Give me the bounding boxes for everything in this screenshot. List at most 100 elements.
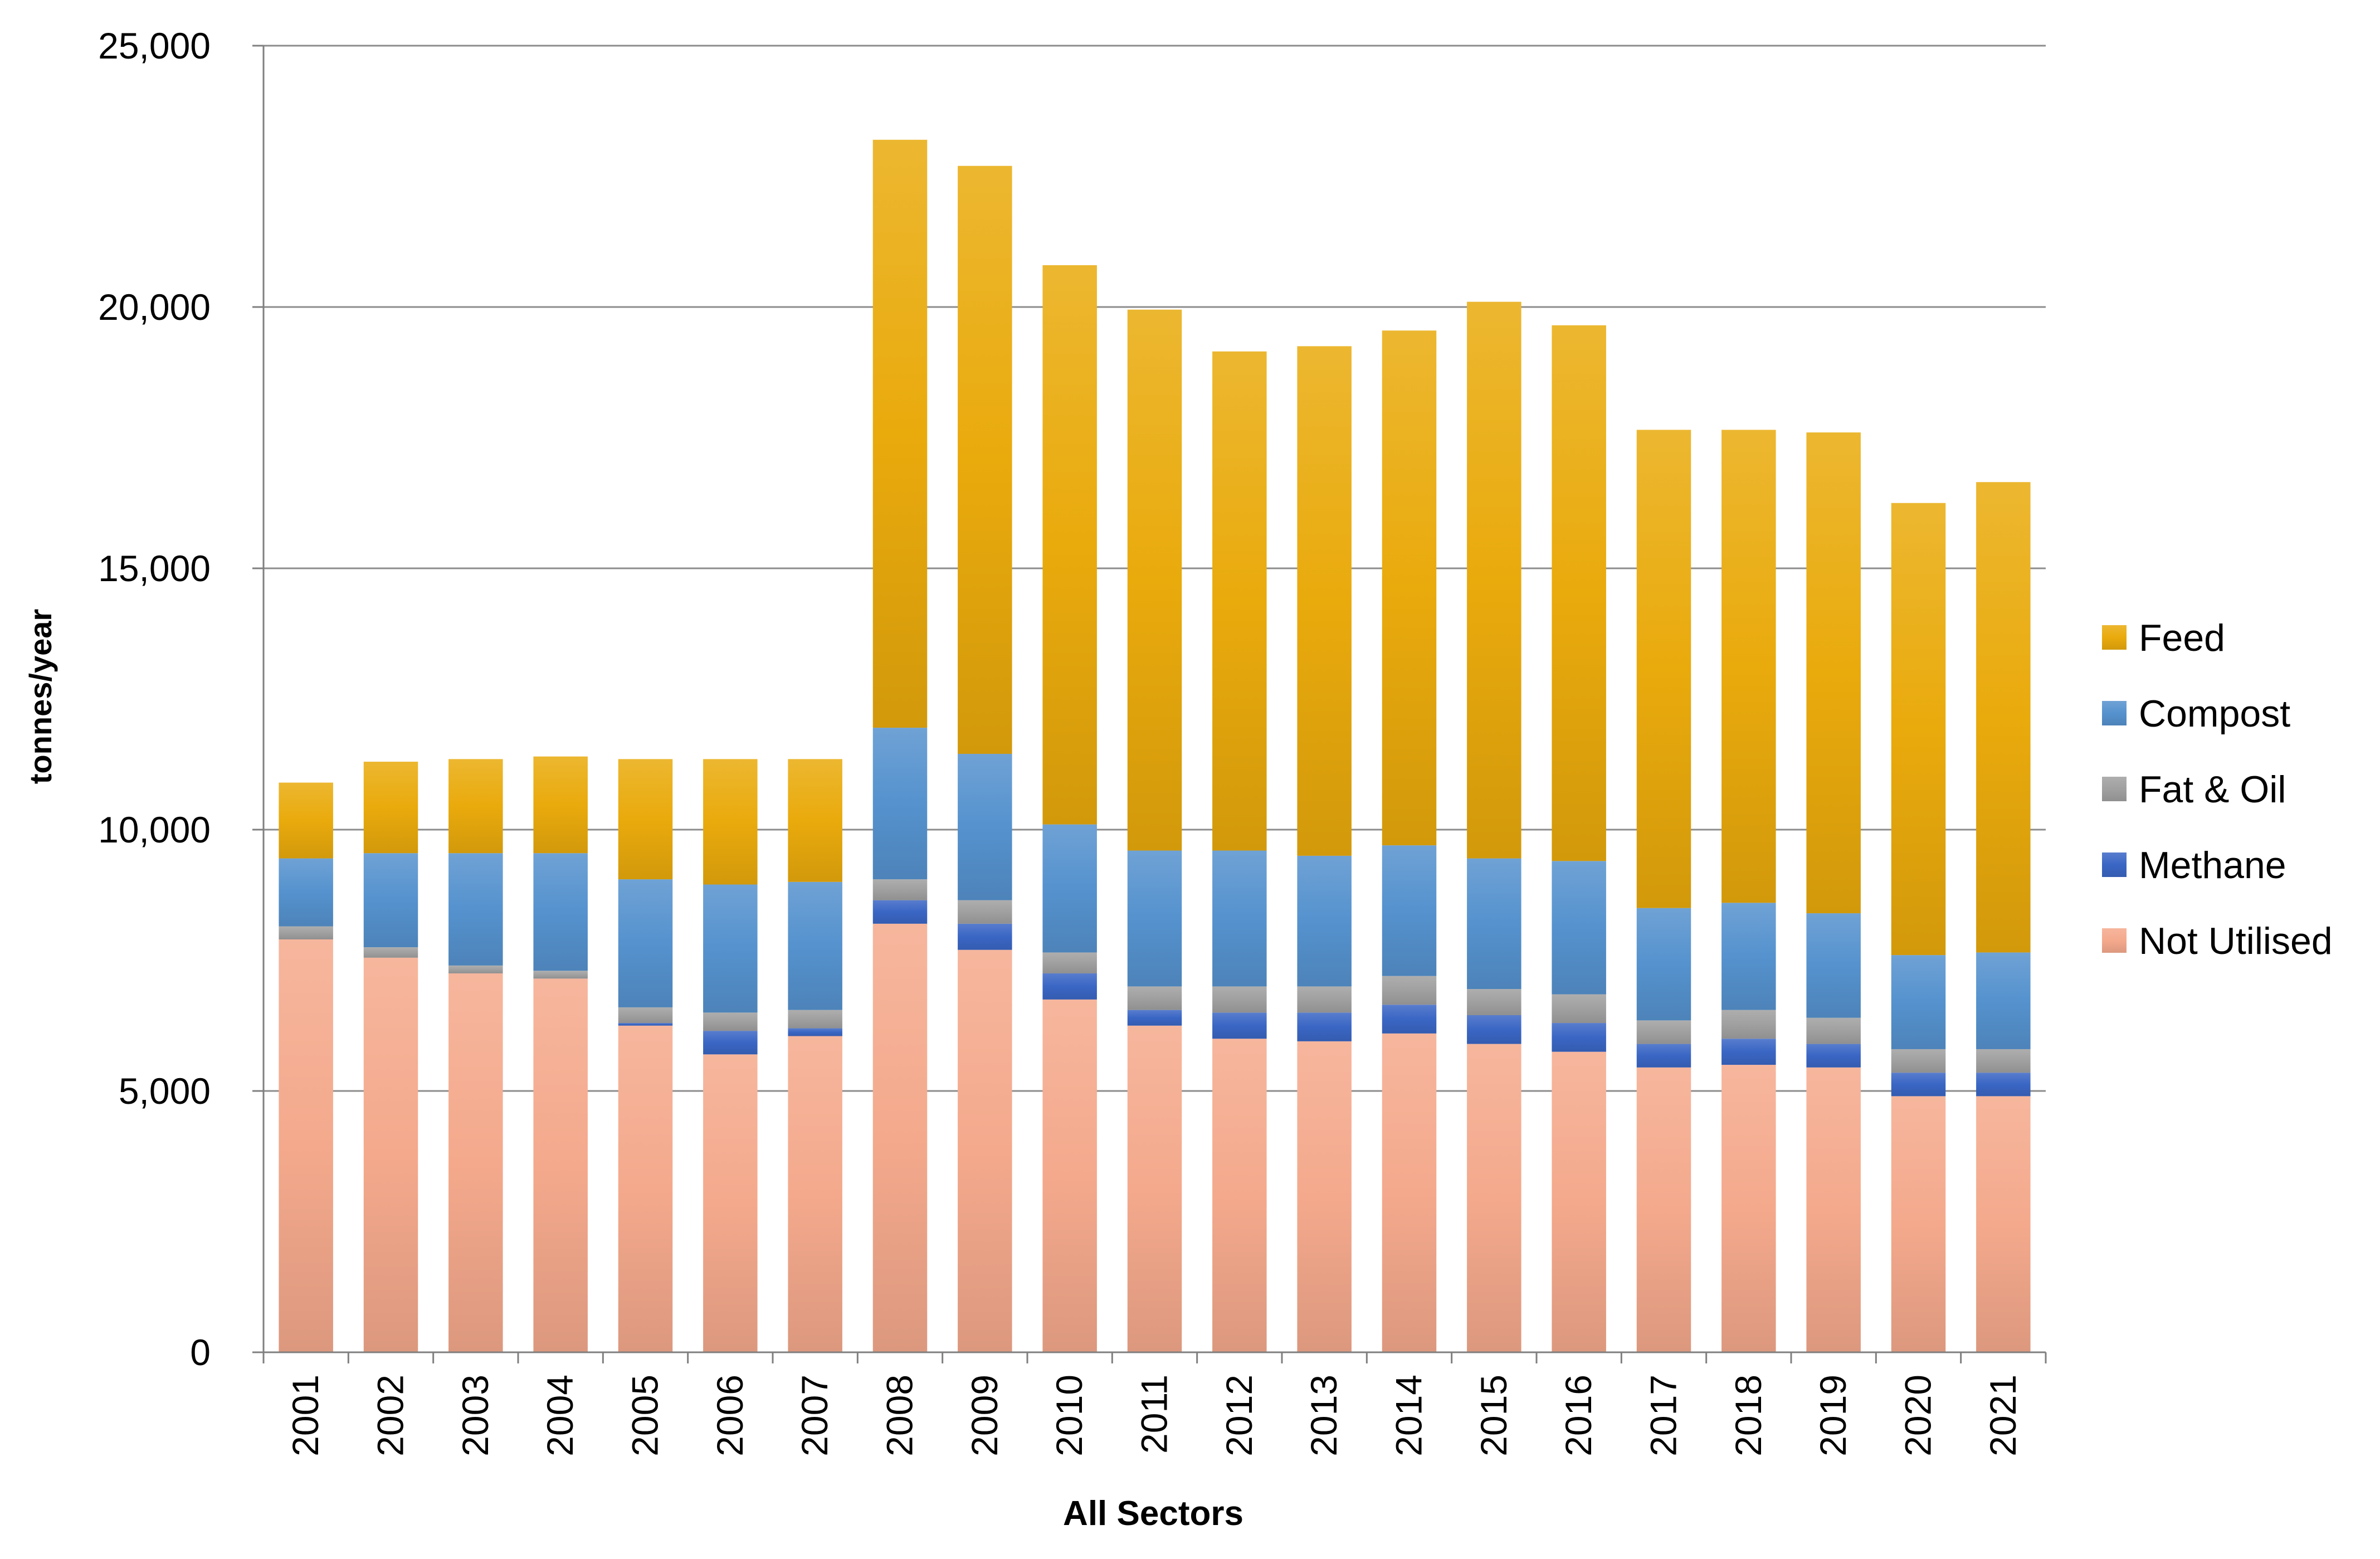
bar-group-2007 xyxy=(788,759,842,1352)
bar-segment-not-utilised-2020 xyxy=(1891,1096,1946,1352)
bar-segment-fat-oil-2020 xyxy=(1891,1049,1946,1073)
bar-segment-fat-oil-2004 xyxy=(533,971,588,979)
bar-segment-compost-2002 xyxy=(363,853,418,948)
bar-segment-compost-2019 xyxy=(1806,913,1861,1018)
legend-label: Methane xyxy=(2139,844,2286,886)
legend-label: Feed xyxy=(2139,617,2225,659)
bar-segment-feed-2017 xyxy=(1636,430,1691,908)
bar-segment-feed-2014 xyxy=(1382,330,1437,846)
bar-segment-not-utilised-2010 xyxy=(1042,999,1097,1352)
bar-segment-fat-oil-2019 xyxy=(1806,1017,1861,1044)
bar-segment-feed-2011 xyxy=(1127,309,1182,851)
bar-group-2008 xyxy=(872,139,928,1352)
legend-item-fat-oil: Fat & Oil xyxy=(2102,768,2286,811)
x-tick-label: 2018 xyxy=(1728,1375,1769,1456)
bar-segment-not-utilised-2009 xyxy=(958,949,1012,1352)
bar-segment-fat-oil-2008 xyxy=(872,879,928,900)
bar-segment-methane-2019 xyxy=(1806,1044,1861,1068)
legend-swatch xyxy=(2102,625,2127,650)
bar-segment-compost-2001 xyxy=(279,858,333,927)
bar-segment-fat-oil-2017 xyxy=(1636,1020,1691,1044)
legend-item-feed: Feed xyxy=(2102,617,2225,659)
bar-segment-feed-2008 xyxy=(872,139,928,728)
legend-label: Compost xyxy=(2139,693,2290,735)
x-tick-label: 2020 xyxy=(1898,1375,1939,1456)
bar-segment-methane-2013 xyxy=(1297,1012,1352,1041)
bar-segment-not-utilised-2015 xyxy=(1467,1044,1521,1352)
bar-segment-not-utilised-2003 xyxy=(448,973,503,1352)
bar-segment-fat-oil-2002 xyxy=(363,947,418,958)
bar-segment-compost-2017 xyxy=(1636,908,1691,1021)
bar-segment-compost-2014 xyxy=(1382,845,1437,976)
bar-segment-methane-2015 xyxy=(1467,1015,1521,1044)
x-tick-label: 2019 xyxy=(1812,1375,1854,1456)
bar-segment-not-utilised-2004 xyxy=(533,978,588,1352)
bar-segment-fat-oil-2005 xyxy=(618,1007,673,1024)
bar-group-2002 xyxy=(363,762,418,1352)
x-tick-label: 2006 xyxy=(709,1375,750,1456)
bar-segment-compost-2015 xyxy=(1467,858,1521,990)
bar-group-2006 xyxy=(703,759,758,1352)
bar-segment-compost-2016 xyxy=(1552,861,1606,995)
bar-group-2015 xyxy=(1467,301,1521,1352)
legend-swatch xyxy=(2102,777,2127,801)
bar-segment-feed-2004 xyxy=(533,756,588,854)
bar-segment-methane-2020 xyxy=(1891,1073,1946,1097)
bar-group-2011 xyxy=(1127,309,1182,1352)
bar-segment-fat-oil-2009 xyxy=(958,900,1012,924)
bar-group-2005 xyxy=(618,759,673,1352)
x-tick-label: 2021 xyxy=(1982,1375,2023,1456)
bar-group-2014 xyxy=(1382,330,1437,1352)
bar-segment-methane-2021 xyxy=(1976,1073,2031,1097)
bar-segment-methane-2016 xyxy=(1552,1023,1606,1052)
legend-label: Fat & Oil xyxy=(2139,768,2286,811)
bar-segment-compost-2009 xyxy=(958,753,1012,900)
legend-swatch xyxy=(2102,928,2127,953)
bar-segment-feed-2003 xyxy=(448,759,503,854)
bar-segment-not-utilised-2018 xyxy=(1721,1065,1776,1352)
bar-segment-feed-2001 xyxy=(279,782,333,859)
bar-segment-not-utilised-2012 xyxy=(1212,1039,1267,1352)
bar-segment-not-utilised-2011 xyxy=(1127,1025,1182,1352)
x-tick-label: 2008 xyxy=(879,1375,920,1456)
bar-group-2010 xyxy=(1042,265,1097,1352)
bar-segment-feed-2018 xyxy=(1721,430,1776,903)
x-tick-label: 2002 xyxy=(370,1375,411,1456)
legend-swatch xyxy=(2102,701,2127,725)
bar-segment-fat-oil-2018 xyxy=(1721,1010,1776,1039)
bar-segment-compost-2005 xyxy=(618,879,673,1007)
bar-segment-compost-2008 xyxy=(872,728,928,880)
bar-segment-feed-2021 xyxy=(1976,482,2031,953)
bar-group-2021 xyxy=(1976,482,2031,1352)
bar-segment-not-utilised-2021 xyxy=(1976,1096,2031,1352)
bar-segment-fat-oil-2014 xyxy=(1382,976,1437,1005)
bar-segment-not-utilised-2006 xyxy=(703,1054,758,1352)
legend-item-not-utilised: Not Utilised xyxy=(2102,920,2333,962)
bar-segment-feed-2015 xyxy=(1467,301,1521,859)
x-tick-label: 2016 xyxy=(1558,1375,1599,1456)
bar-segment-feed-2009 xyxy=(958,165,1012,754)
y-tick-label: 15,000 xyxy=(98,548,211,589)
bar-segment-fat-oil-2001 xyxy=(279,926,333,939)
tick-labels: 0 5,000 10,000 15,000 20,000 25,000 2001 2002 20… xyxy=(98,25,2023,1456)
bar-segment-not-utilised-2014 xyxy=(1382,1033,1437,1352)
bar-group-2013 xyxy=(1297,346,1352,1352)
bar-segment-methane-2012 xyxy=(1212,1012,1267,1039)
bar-segment-fat-oil-2006 xyxy=(703,1012,758,1031)
bar-segment-compost-2007 xyxy=(788,881,842,1010)
bar-segment-compost-2021 xyxy=(1976,952,2031,1049)
bar-group-2019 xyxy=(1806,432,1861,1352)
y-tick-label: 25,000 xyxy=(98,25,211,66)
bar-segment-compost-2013 xyxy=(1297,855,1352,987)
x-tick-label: 2015 xyxy=(1473,1375,1514,1456)
bar-segment-feed-2010 xyxy=(1042,265,1097,825)
bar-segment-methane-2008 xyxy=(872,900,928,924)
x-tick-label: 2012 xyxy=(1218,1375,1260,1456)
bar-segment-not-utilised-2013 xyxy=(1297,1041,1352,1352)
bar-segment-methane-2010 xyxy=(1042,973,1097,1000)
legend-swatch xyxy=(2102,852,2127,877)
bar-segment-methane-2009 xyxy=(958,923,1012,950)
bar-segment-methane-2006 xyxy=(703,1031,758,1055)
bar-segment-methane-2017 xyxy=(1636,1044,1691,1068)
bar-group-2003 xyxy=(448,759,503,1352)
